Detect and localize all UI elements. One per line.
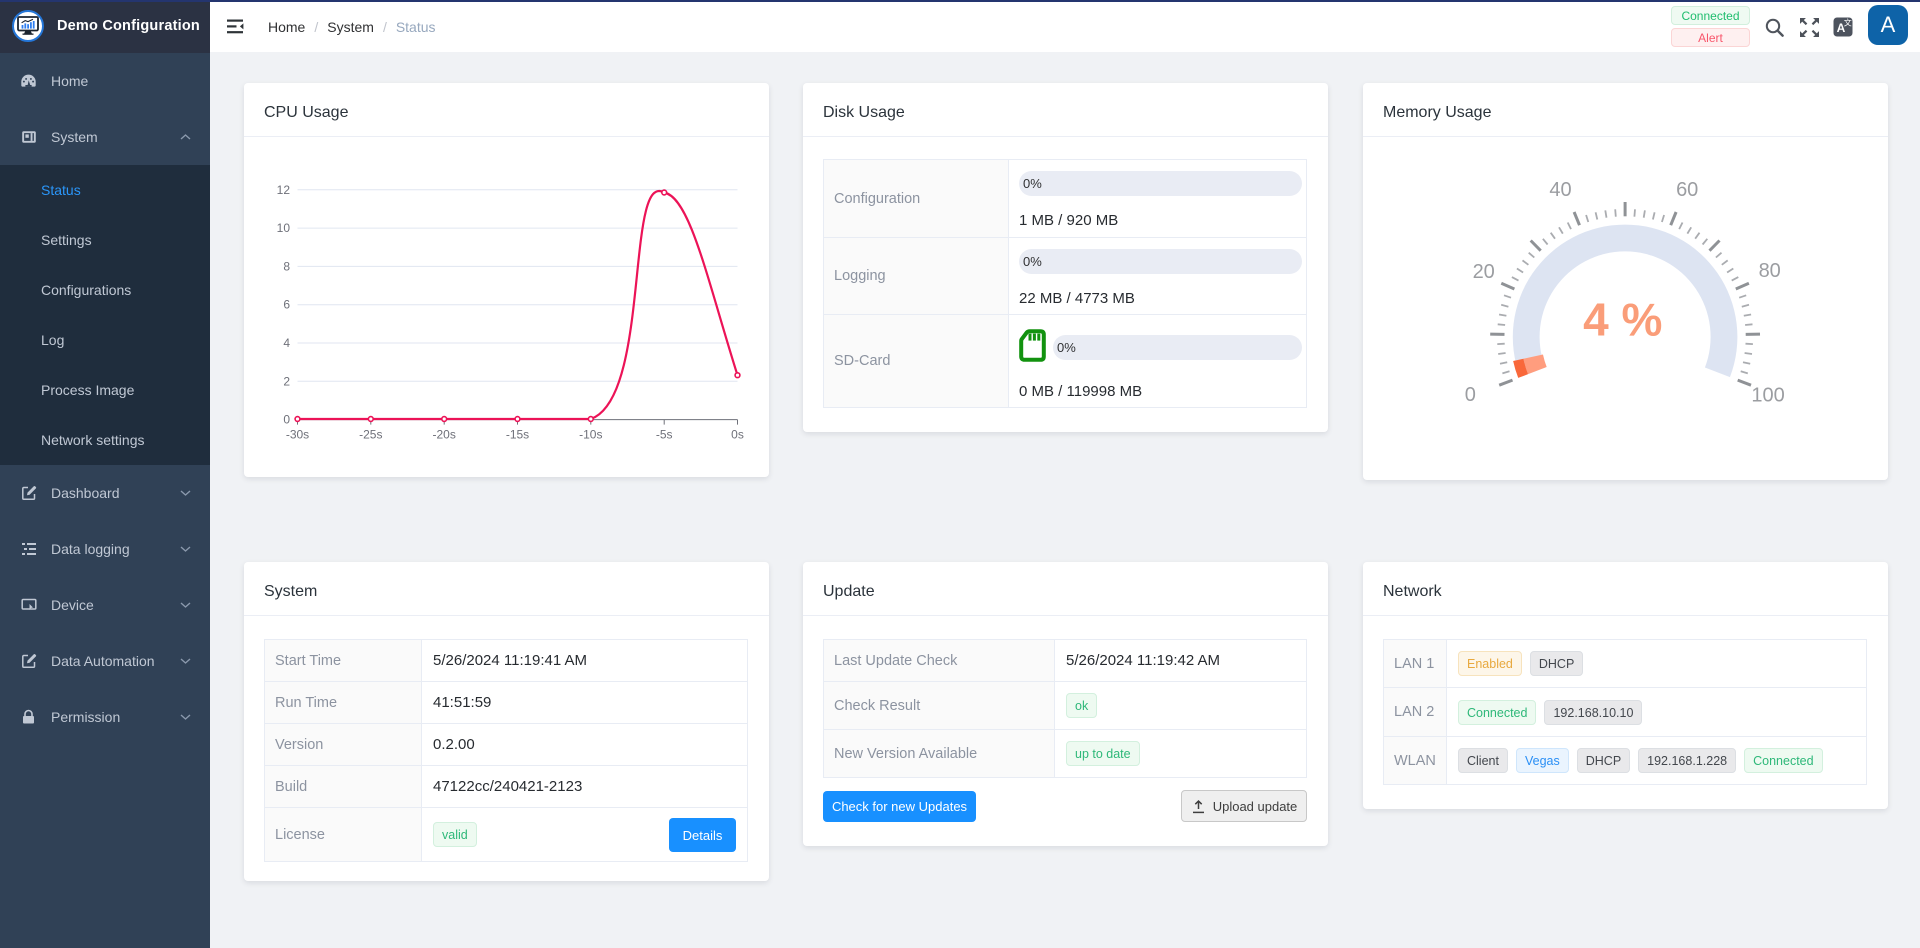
svg-text:12: 12: [277, 183, 291, 197]
svg-text:0: 0: [283, 413, 290, 427]
svg-text:-30s: -30s: [286, 428, 309, 442]
svg-text:80: 80: [1759, 260, 1781, 282]
svg-text:4 %: 4 %: [1583, 294, 1662, 346]
svg-text:文: 文: [1844, 18, 1852, 28]
svg-text:4: 4: [283, 336, 290, 350]
svg-text:-5s: -5s: [656, 428, 673, 442]
svg-text:-15s: -15s: [506, 428, 529, 442]
svg-text:-25s: -25s: [359, 428, 382, 442]
svg-text:-20s: -20s: [433, 428, 456, 442]
svg-text:0: 0: [1465, 384, 1476, 406]
svg-text:60: 60: [1676, 179, 1698, 201]
svg-text:8: 8: [283, 259, 290, 273]
svg-text:2: 2: [283, 374, 290, 388]
svg-text:40: 40: [1549, 179, 1571, 201]
svg-text:6: 6: [283, 298, 290, 312]
svg-text:-10s: -10s: [579, 428, 602, 442]
svg-text:100: 100: [1751, 384, 1784, 406]
svg-text:10: 10: [277, 221, 291, 235]
svg-text:0s: 0s: [731, 428, 744, 442]
svg-text:A: A: [1837, 21, 1846, 35]
svg-text:20: 20: [1473, 261, 1495, 283]
